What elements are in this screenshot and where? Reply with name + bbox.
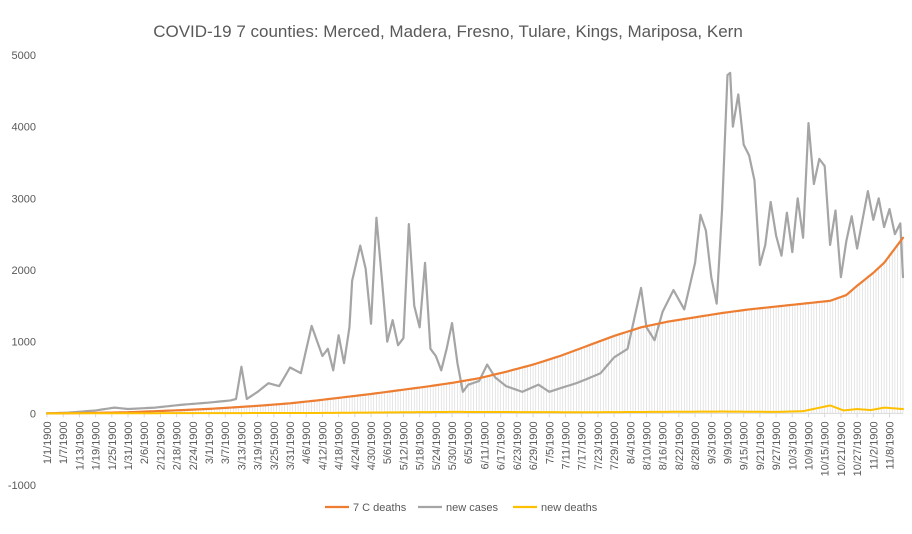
x-tick-label: 5/24/1900 bbox=[431, 421, 443, 470]
x-tick-label: 3/7/1900 bbox=[220, 421, 232, 464]
x-tick-label: 4/6/1900 bbox=[301, 421, 313, 464]
cases-hatch-fill bbox=[49, 237, 904, 414]
x-tick-label: 7/11/1900 bbox=[560, 421, 572, 469]
y-tick-label: 1000 bbox=[12, 337, 36, 349]
y-tick-label: 2000 bbox=[12, 265, 36, 277]
x-tick-label: 7/17/1900 bbox=[577, 421, 589, 470]
x-tick-label: 4/30/1900 bbox=[366, 421, 378, 470]
x-tick-label: 4/24/1900 bbox=[350, 421, 362, 470]
x-tick-label: 2/18/1900 bbox=[172, 421, 184, 470]
x-tick-label: 6/29/1900 bbox=[528, 421, 540, 470]
x-tick-label: 4/18/1900 bbox=[334, 421, 346, 470]
x-tick-label: 10/27/1900 bbox=[852, 421, 864, 476]
x-tick-label: 8/10/1900 bbox=[641, 421, 653, 470]
x-tick-label: 3/13/1900 bbox=[236, 421, 248, 470]
series-line-new-deaths bbox=[46, 404, 904, 415]
x-tick-label: 7/23/1900 bbox=[593, 421, 605, 470]
y-tick-label: 5000 bbox=[12, 50, 36, 62]
x-tick-label: 8/4/1900 bbox=[625, 421, 637, 464]
chart-title: COVID-19 7 counties: Merced, Madera, Fre… bbox=[153, 22, 743, 41]
x-tick-label: 2/12/1900 bbox=[155, 421, 167, 470]
x-tick-label: 11/2/1900 bbox=[868, 421, 880, 469]
x-tick-label: 7/29/1900 bbox=[609, 421, 621, 470]
x-tick-label: 5/30/1900 bbox=[447, 421, 459, 470]
x-tick-label: 3/31/1900 bbox=[285, 421, 297, 470]
x-tick-label: 6/5/1900 bbox=[463, 421, 475, 464]
x-tick-label: 9/21/1900 bbox=[755, 421, 767, 470]
y-tick-label: 3000 bbox=[12, 193, 36, 205]
x-tick-label: 8/28/1900 bbox=[690, 421, 702, 470]
x-tick-label: 3/25/1900 bbox=[269, 421, 281, 470]
x-tick-label: 10/9/1900 bbox=[803, 421, 815, 470]
x-tick-label: 5/18/1900 bbox=[415, 421, 427, 470]
legend-label: new cases bbox=[446, 502, 498, 514]
x-tick-label: 1/25/1900 bbox=[107, 421, 119, 470]
legend-label: new deaths bbox=[541, 502, 598, 514]
x-tick-label: 9/27/1900 bbox=[771, 421, 783, 470]
series-lines bbox=[45, 71, 905, 415]
legend-label: 7 C deaths bbox=[353, 502, 407, 514]
y-tick-label: -1000 bbox=[8, 480, 36, 492]
x-tick-label: 7/5/1900 bbox=[544, 421, 556, 464]
x-tick-label: 3/1/1900 bbox=[204, 421, 216, 464]
x-tick-label: 8/16/1900 bbox=[658, 421, 670, 470]
y-tick-label: 0 bbox=[30, 408, 36, 420]
x-tick-label: 10/21/1900 bbox=[836, 421, 848, 476]
x-tick-label: 9/3/1900 bbox=[706, 421, 718, 464]
x-tick-label: 8/22/1900 bbox=[674, 421, 686, 470]
y-tick-label: 4000 bbox=[12, 122, 36, 134]
x-tick-label: 5/12/1900 bbox=[398, 421, 410, 470]
y-axis: -1000 0 1000 2000 3000 4000 5000 bbox=[8, 50, 36, 492]
x-tick-label: 3/19/1900 bbox=[253, 421, 265, 470]
x-tick-label: 1/13/1900 bbox=[74, 421, 86, 470]
x-tick-label: 10/15/1900 bbox=[820, 421, 832, 476]
x-tick-label: 6/11/1900 bbox=[479, 421, 491, 469]
x-tick-label: 11/8/1900 bbox=[884, 421, 896, 469]
x-tick-label: 1/7/1900 bbox=[58, 421, 70, 464]
x-tick-label: 2/6/1900 bbox=[139, 421, 151, 464]
x-tick-label: 2/24/1900 bbox=[188, 421, 200, 470]
x-tick-label: 1/1/1900 bbox=[42, 421, 54, 464]
series-line-7-c-deaths bbox=[45, 236, 905, 415]
x-tick-label: 5/6/1900 bbox=[382, 421, 394, 464]
x-tick-label: 1/19/1900 bbox=[91, 421, 103, 470]
legend: 7 C deaths new cases new deaths bbox=[325, 502, 598, 514]
x-tick-label: 9/9/1900 bbox=[722, 421, 734, 464]
series-line-new-cases bbox=[45, 71, 905, 415]
x-tick-label: 9/15/1900 bbox=[739, 421, 751, 470]
x-tick-label: 6/23/1900 bbox=[512, 421, 524, 470]
x-tick-label: 4/12/1900 bbox=[317, 421, 329, 470]
x-tick-label: 6/17/1900 bbox=[496, 421, 508, 470]
x-tick-label: 1/31/1900 bbox=[123, 421, 135, 470]
x-tick-label: 10/3/1900 bbox=[787, 421, 799, 470]
